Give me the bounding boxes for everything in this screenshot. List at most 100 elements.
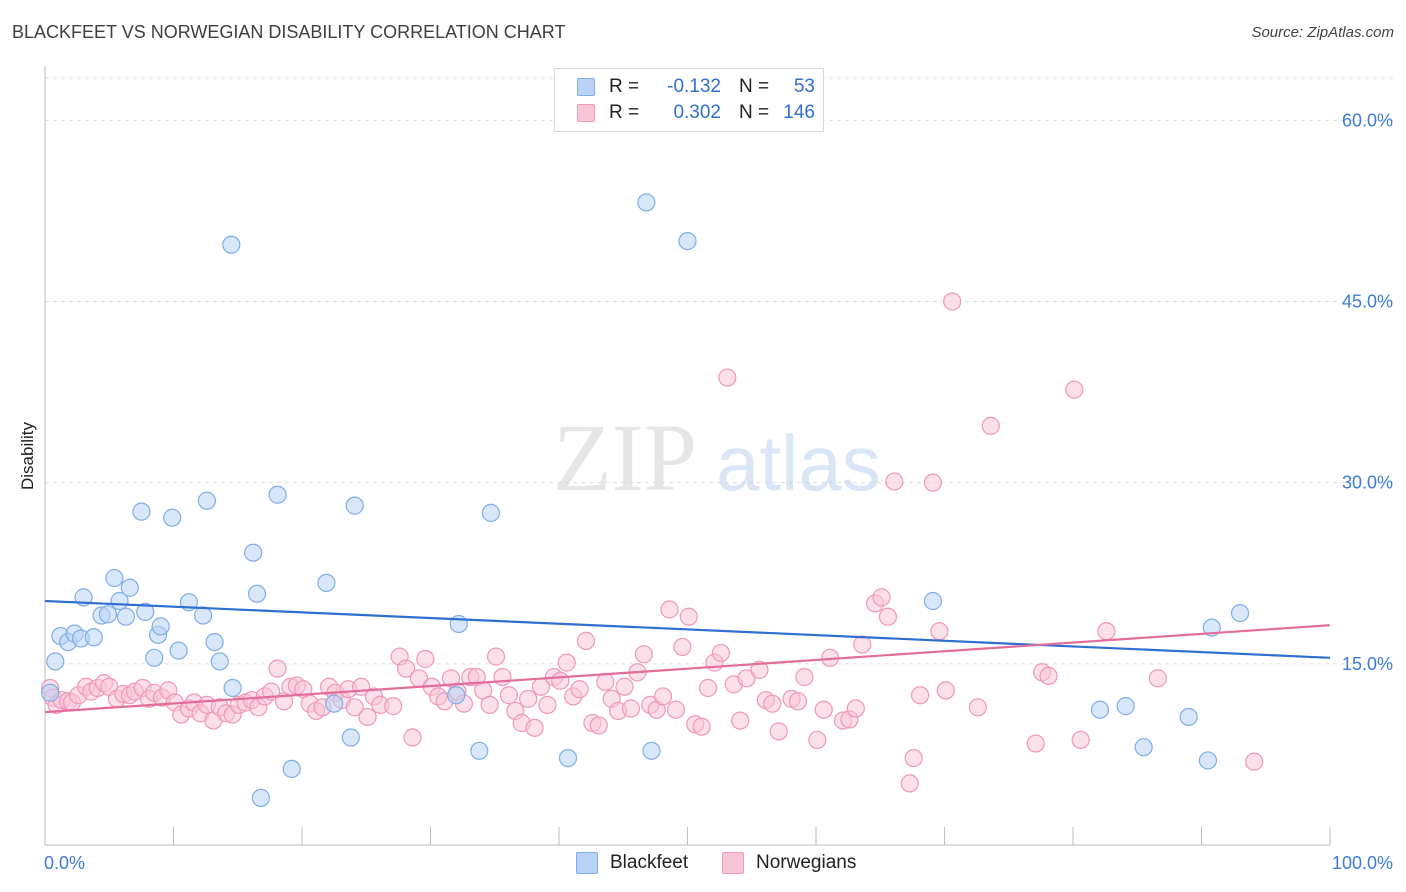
norwegians-point (788, 692, 808, 711)
y-tick-label: 45.0% (1342, 291, 1393, 311)
r-label: R = (609, 76, 640, 97)
blackfeet-point (447, 686, 466, 705)
source-label: Source: ZipAtlas.com (1251, 24, 1394, 41)
norwegians-point (345, 698, 364, 717)
norwegians-point (731, 711, 750, 730)
blackfeet-point (642, 741, 661, 760)
watermark-atlas: atlas (716, 419, 881, 507)
norwegians-point (981, 416, 1000, 435)
blackfeet-point (341, 728, 360, 747)
blackfeet-point (282, 759, 301, 779)
blackfeet-point (1198, 751, 1218, 770)
n-value: 53 (793, 76, 815, 97)
norwegians-point (666, 700, 686, 719)
norwegians-point (763, 694, 782, 713)
r-value: 0.302 (673, 102, 721, 123)
blackfeet-point (116, 607, 136, 626)
norwegians-point (384, 697, 403, 716)
norwegians-point (538, 695, 557, 714)
norwegians-point (795, 668, 814, 687)
y-axis-label: Disability (18, 421, 37, 490)
norwegians-point (1148, 669, 1167, 688)
norwegians-point (878, 607, 898, 626)
watermark-zip: ZIP (553, 404, 697, 511)
blackfeet-point (132, 502, 151, 521)
trend-lines (44, 599, 1331, 714)
norwegians-point (872, 588, 891, 607)
norwegians-point (904, 748, 923, 768)
blackfeet-point (470, 741, 489, 760)
blackfeet-point (120, 578, 139, 597)
norwegians-point (692, 717, 711, 736)
norwegians-point (416, 649, 435, 669)
stats-row-norwegians: R = 0.302 N = 146 (577, 101, 815, 125)
blackfeet-point (163, 508, 182, 527)
norwegians-point (936, 681, 955, 700)
n-label: N = (739, 76, 770, 97)
legend-item-norwegians: Norwegians (722, 852, 856, 874)
norwegians-point (493, 668, 512, 687)
r-value: -0.132 (667, 76, 721, 97)
blackfeet-point (268, 485, 287, 504)
r-label: R = (609, 102, 640, 123)
gridlines (45, 77, 1393, 665)
blackfeet-point (317, 573, 336, 593)
norwegians-point (621, 699, 641, 718)
chart-title: BLACKFEET VS NORWEGIAN DISABILITY CORREL… (12, 22, 566, 42)
norwegians-point (268, 659, 287, 678)
norwegians-point (1039, 666, 1058, 686)
blackfeet-point (923, 591, 943, 611)
blackfeet-point (637, 193, 656, 212)
blackfeet-point (136, 602, 155, 621)
blackfeet-point (98, 605, 118, 624)
norwegians-point (634, 645, 653, 664)
norwegians-point (557, 653, 576, 672)
blackfeet-swatch (577, 78, 595, 96)
blackfeet-point (251, 788, 270, 807)
norwegians-point (698, 678, 718, 698)
y-tick-label: 15.0% (1342, 654, 1393, 674)
norwegians-point (1245, 752, 1264, 771)
norwegians-swatch (577, 104, 595, 122)
blackfeet-trend-line (44, 599, 1331, 659)
norwegians-point (551, 671, 570, 690)
norwegians-point (923, 473, 943, 492)
norwegians-point (403, 728, 422, 747)
norwegians-point (486, 647, 506, 666)
stats-row-blackfeet: R = -0.132 N = 53 (577, 75, 815, 99)
y-tick-label: 60.0% (1342, 110, 1393, 130)
blackfeet-point (247, 584, 267, 603)
blackfeet-point (244, 543, 263, 562)
blackfeet-point (105, 568, 124, 588)
norwegians-point (679, 607, 698, 626)
norwegians-point (1065, 380, 1084, 399)
blackfeet-point (145, 648, 164, 667)
blackfeet-point (46, 652, 65, 671)
blackfeet-legend-swatch (576, 852, 598, 874)
norwegians-legend-swatch (722, 852, 744, 874)
blackfeet-point (210, 652, 229, 671)
norwegians-point (968, 698, 988, 717)
norwegians-point (910, 686, 930, 705)
norwegians-point (519, 689, 538, 708)
blackfeet-point (1179, 707, 1198, 727)
blackfeet-point (151, 617, 170, 636)
blackfeet-point (345, 496, 364, 515)
blackfeet-point (1134, 738, 1153, 757)
norwegians-point (596, 672, 615, 692)
legend-item-blackfeet: Blackfeet (576, 852, 688, 874)
norwegians-point (653, 687, 673, 706)
norwegians-point (930, 622, 949, 641)
norwegians-point (660, 600, 679, 619)
legend-label-blackfeet: Blackfeet (610, 852, 689, 873)
n-label: N = (739, 102, 770, 123)
blackfeet-point (481, 503, 500, 522)
norwegians-point (943, 292, 962, 311)
x-tick-label: 100.0% (1332, 853, 1393, 873)
norwegians-point (570, 680, 589, 699)
axes (44, 66, 1331, 846)
blackfeet-point (325, 694, 344, 713)
norwegians-point (711, 643, 731, 663)
blackfeet-point (678, 231, 697, 251)
